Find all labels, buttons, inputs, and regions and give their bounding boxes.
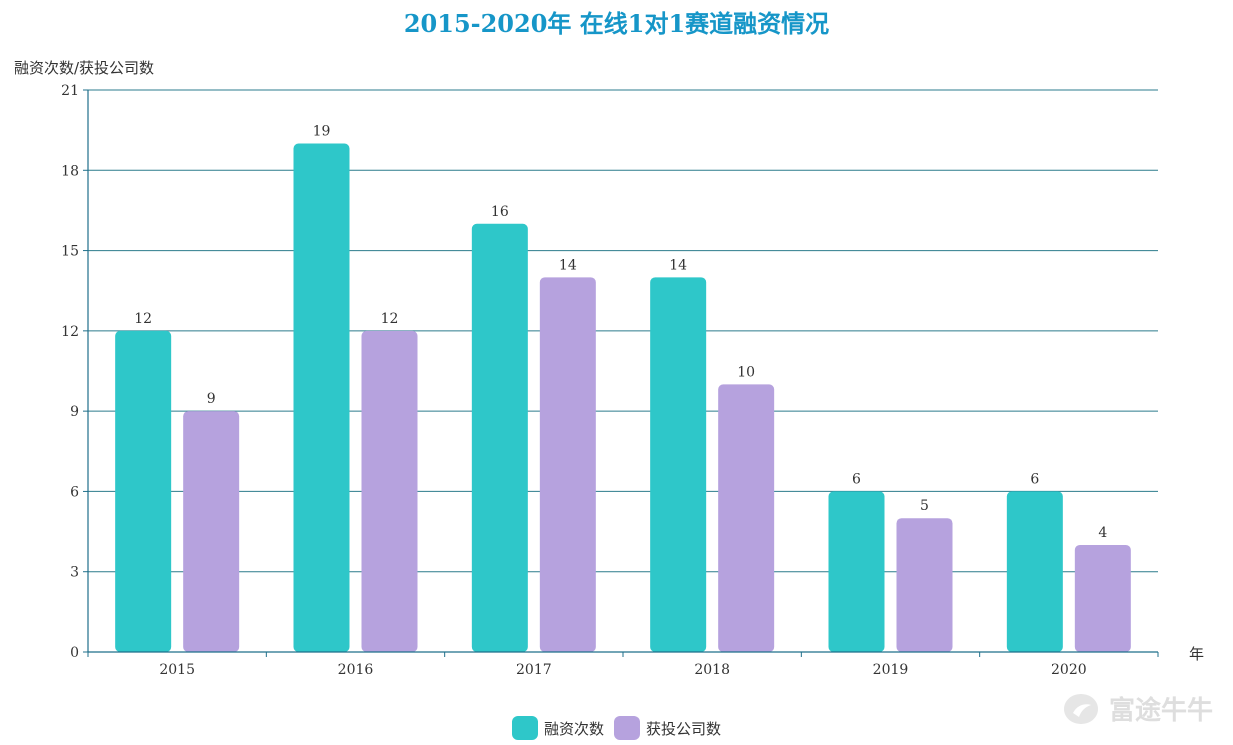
data-label: 6 <box>1030 471 1039 487</box>
data-label: 16 <box>491 204 509 220</box>
data-label: 12 <box>134 311 152 327</box>
data-label: 5 <box>920 498 929 514</box>
watermark: 富途牛牛 <box>1061 690 1213 727</box>
bar-funded-companies-2017[interactable] <box>539 277 596 652</box>
bars: 12 9 19 12 16 14 14 10 6 5 6 4 <box>115 124 1131 653</box>
data-label: 14 <box>559 257 577 273</box>
x-tick-label: 2020 <box>1051 662 1087 678</box>
futu-logo-icon <box>1063 693 1098 724</box>
data-label: 4 <box>1098 525 1107 541</box>
x-tick-label: 2017 <box>516 662 552 678</box>
y-tick-label: 0 <box>70 645 79 661</box>
legend: 融资次数 获投公司数 <box>0 716 1233 740</box>
bar-financing-count-2017[interactable] <box>471 223 528 653</box>
y-axis-label: 融资次数/获投公司数 <box>14 59 154 77</box>
bar-funded-companies-2016[interactable] <box>361 330 418 652</box>
grid-lines <box>88 89 1158 573</box>
x-tick-label: 2019 <box>873 662 909 678</box>
y-tick-label: 18 <box>61 163 79 179</box>
bar-funded-companies-2015[interactable] <box>183 411 240 652</box>
y-tick-label: 21 <box>61 83 79 99</box>
y-tick-label: 6 <box>70 484 79 500</box>
y-tick-label: 15 <box>61 244 79 260</box>
legend-label-financing-count: 融资次数 <box>543 719 604 738</box>
bar-financing-count-2019[interactable] <box>828 491 885 652</box>
legend-item-financing-count[interactable]: 融资次数 <box>511 716 604 740</box>
legend-swatch-financing-count <box>511 716 538 740</box>
data-label: 10 <box>737 364 755 380</box>
x-tick-label: 2016 <box>338 662 374 678</box>
data-label: 19 <box>313 124 331 140</box>
legend-swatch-funded-companies <box>614 716 640 740</box>
legend-item-funded-companies[interactable]: 获投公司数 <box>614 716 721 740</box>
chart-title: 2015-2020年 在线1对1赛道融资情况 <box>403 9 830 38</box>
watermark-text: 富途牛牛 <box>1108 696 1213 726</box>
data-label: 6 <box>852 471 861 487</box>
y-tick-label: 3 <box>70 565 79 581</box>
x-tick-label: 2018 <box>694 662 730 678</box>
bar-funded-companies-2019[interactable] <box>896 518 953 652</box>
x-tick-label: 2015 <box>159 662 195 678</box>
bar-financing-count-2018[interactable] <box>650 277 707 652</box>
legend-label-funded-companies: 获投公司数 <box>646 719 722 738</box>
data-label: 12 <box>381 311 399 327</box>
y-tick-label: 9 <box>70 404 79 420</box>
y-tick-label: 12 <box>61 324 79 340</box>
axes: 0 3 6 9 12 15 18 21 2015 2016 2017 2018 2019 2020 <box>61 83 1159 678</box>
data-label: 9 <box>207 391 216 407</box>
bar-financing-count-2016[interactable] <box>293 143 350 652</box>
bar-financing-count-2015[interactable] <box>115 330 172 652</box>
x-axis-label: 年 <box>1189 645 1204 663</box>
bar-funded-companies-2018[interactable] <box>718 384 775 652</box>
bar-funded-companies-2020[interactable] <box>1074 544 1131 652</box>
data-label: 14 <box>669 257 687 273</box>
bar-financing-count-2020[interactable] <box>1006 491 1063 652</box>
